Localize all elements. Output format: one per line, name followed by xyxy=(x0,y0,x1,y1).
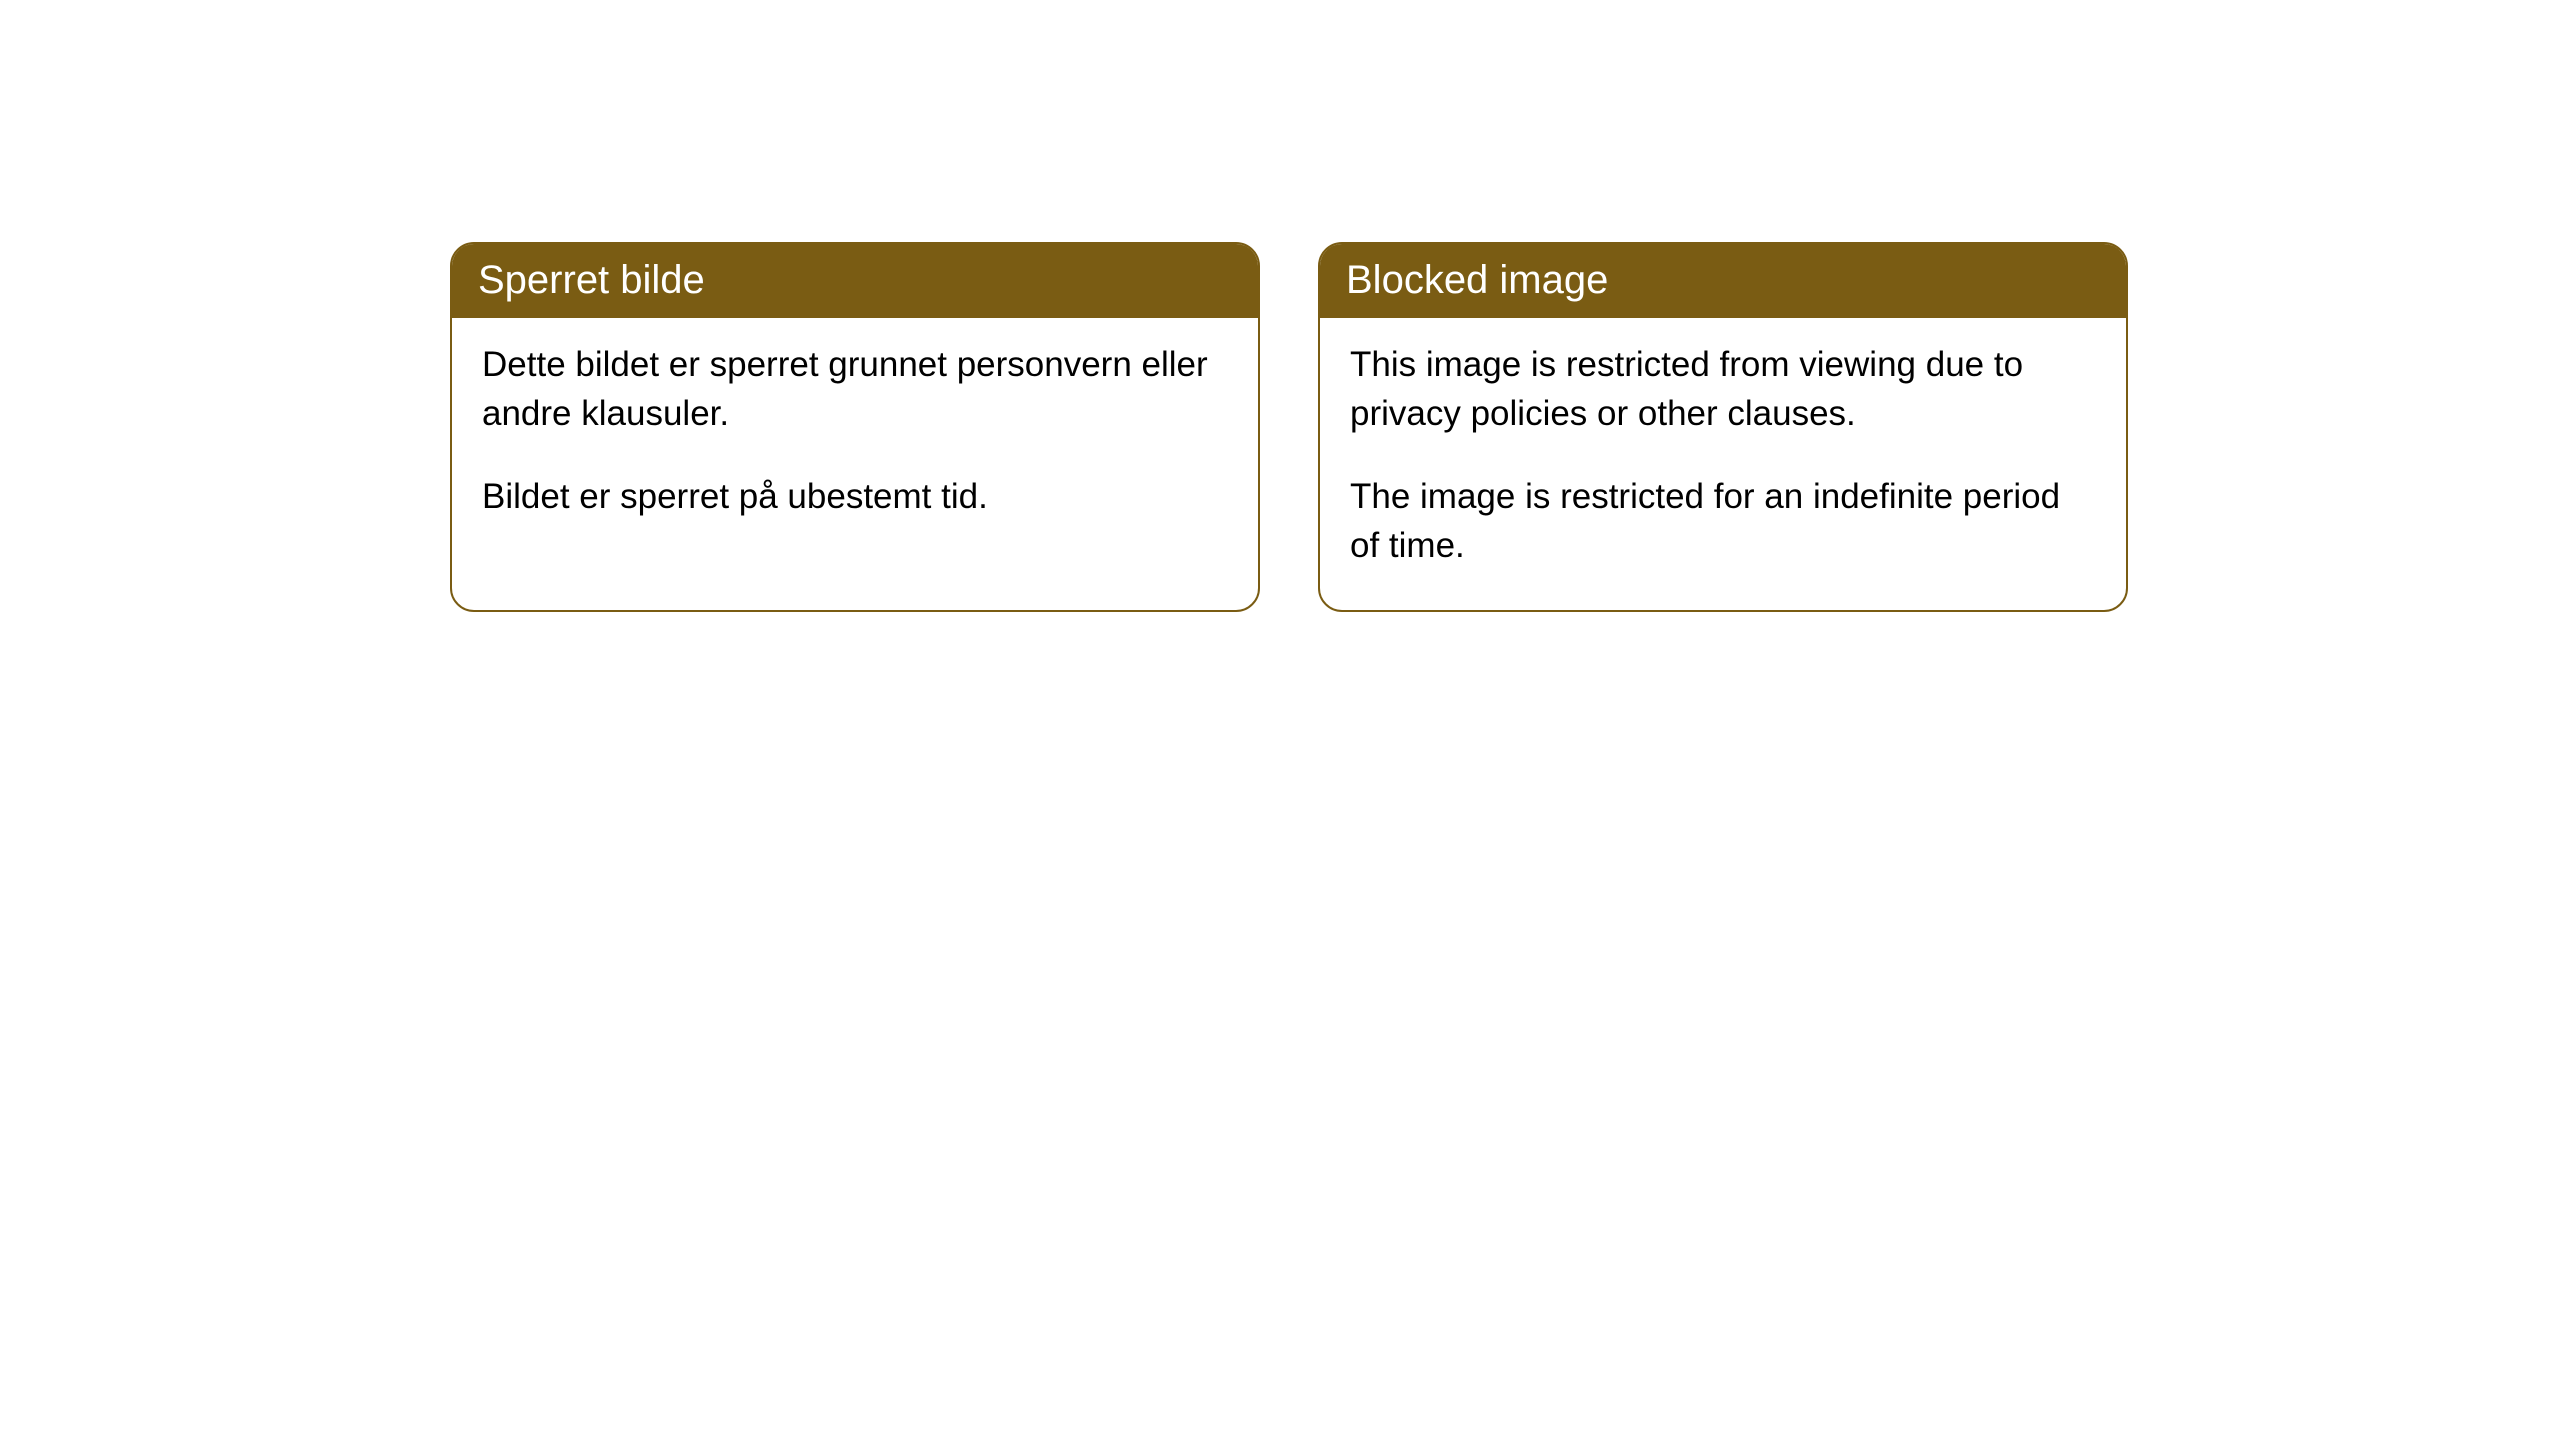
card-body-norwegian: Dette bildet er sperret grunnet personve… xyxy=(452,318,1258,561)
card-text-para1: Dette bildet er sperret grunnet personve… xyxy=(482,340,1228,438)
notice-cards-container: Sperret bilde Dette bildet er sperret gr… xyxy=(0,0,2560,612)
card-text-para1: This image is restricted from viewing du… xyxy=(1350,340,2096,438)
card-text-para2: The image is restricted for an indefinit… xyxy=(1350,472,2096,570)
card-title-english: Blocked image xyxy=(1320,244,2126,318)
notice-card-english: Blocked image This image is restricted f… xyxy=(1318,242,2128,612)
card-title-norwegian: Sperret bilde xyxy=(452,244,1258,318)
card-body-english: This image is restricted from viewing du… xyxy=(1320,318,2126,610)
card-text-para2: Bildet er sperret på ubestemt tid. xyxy=(482,472,1228,521)
notice-card-norwegian: Sperret bilde Dette bildet er sperret gr… xyxy=(450,242,1260,612)
